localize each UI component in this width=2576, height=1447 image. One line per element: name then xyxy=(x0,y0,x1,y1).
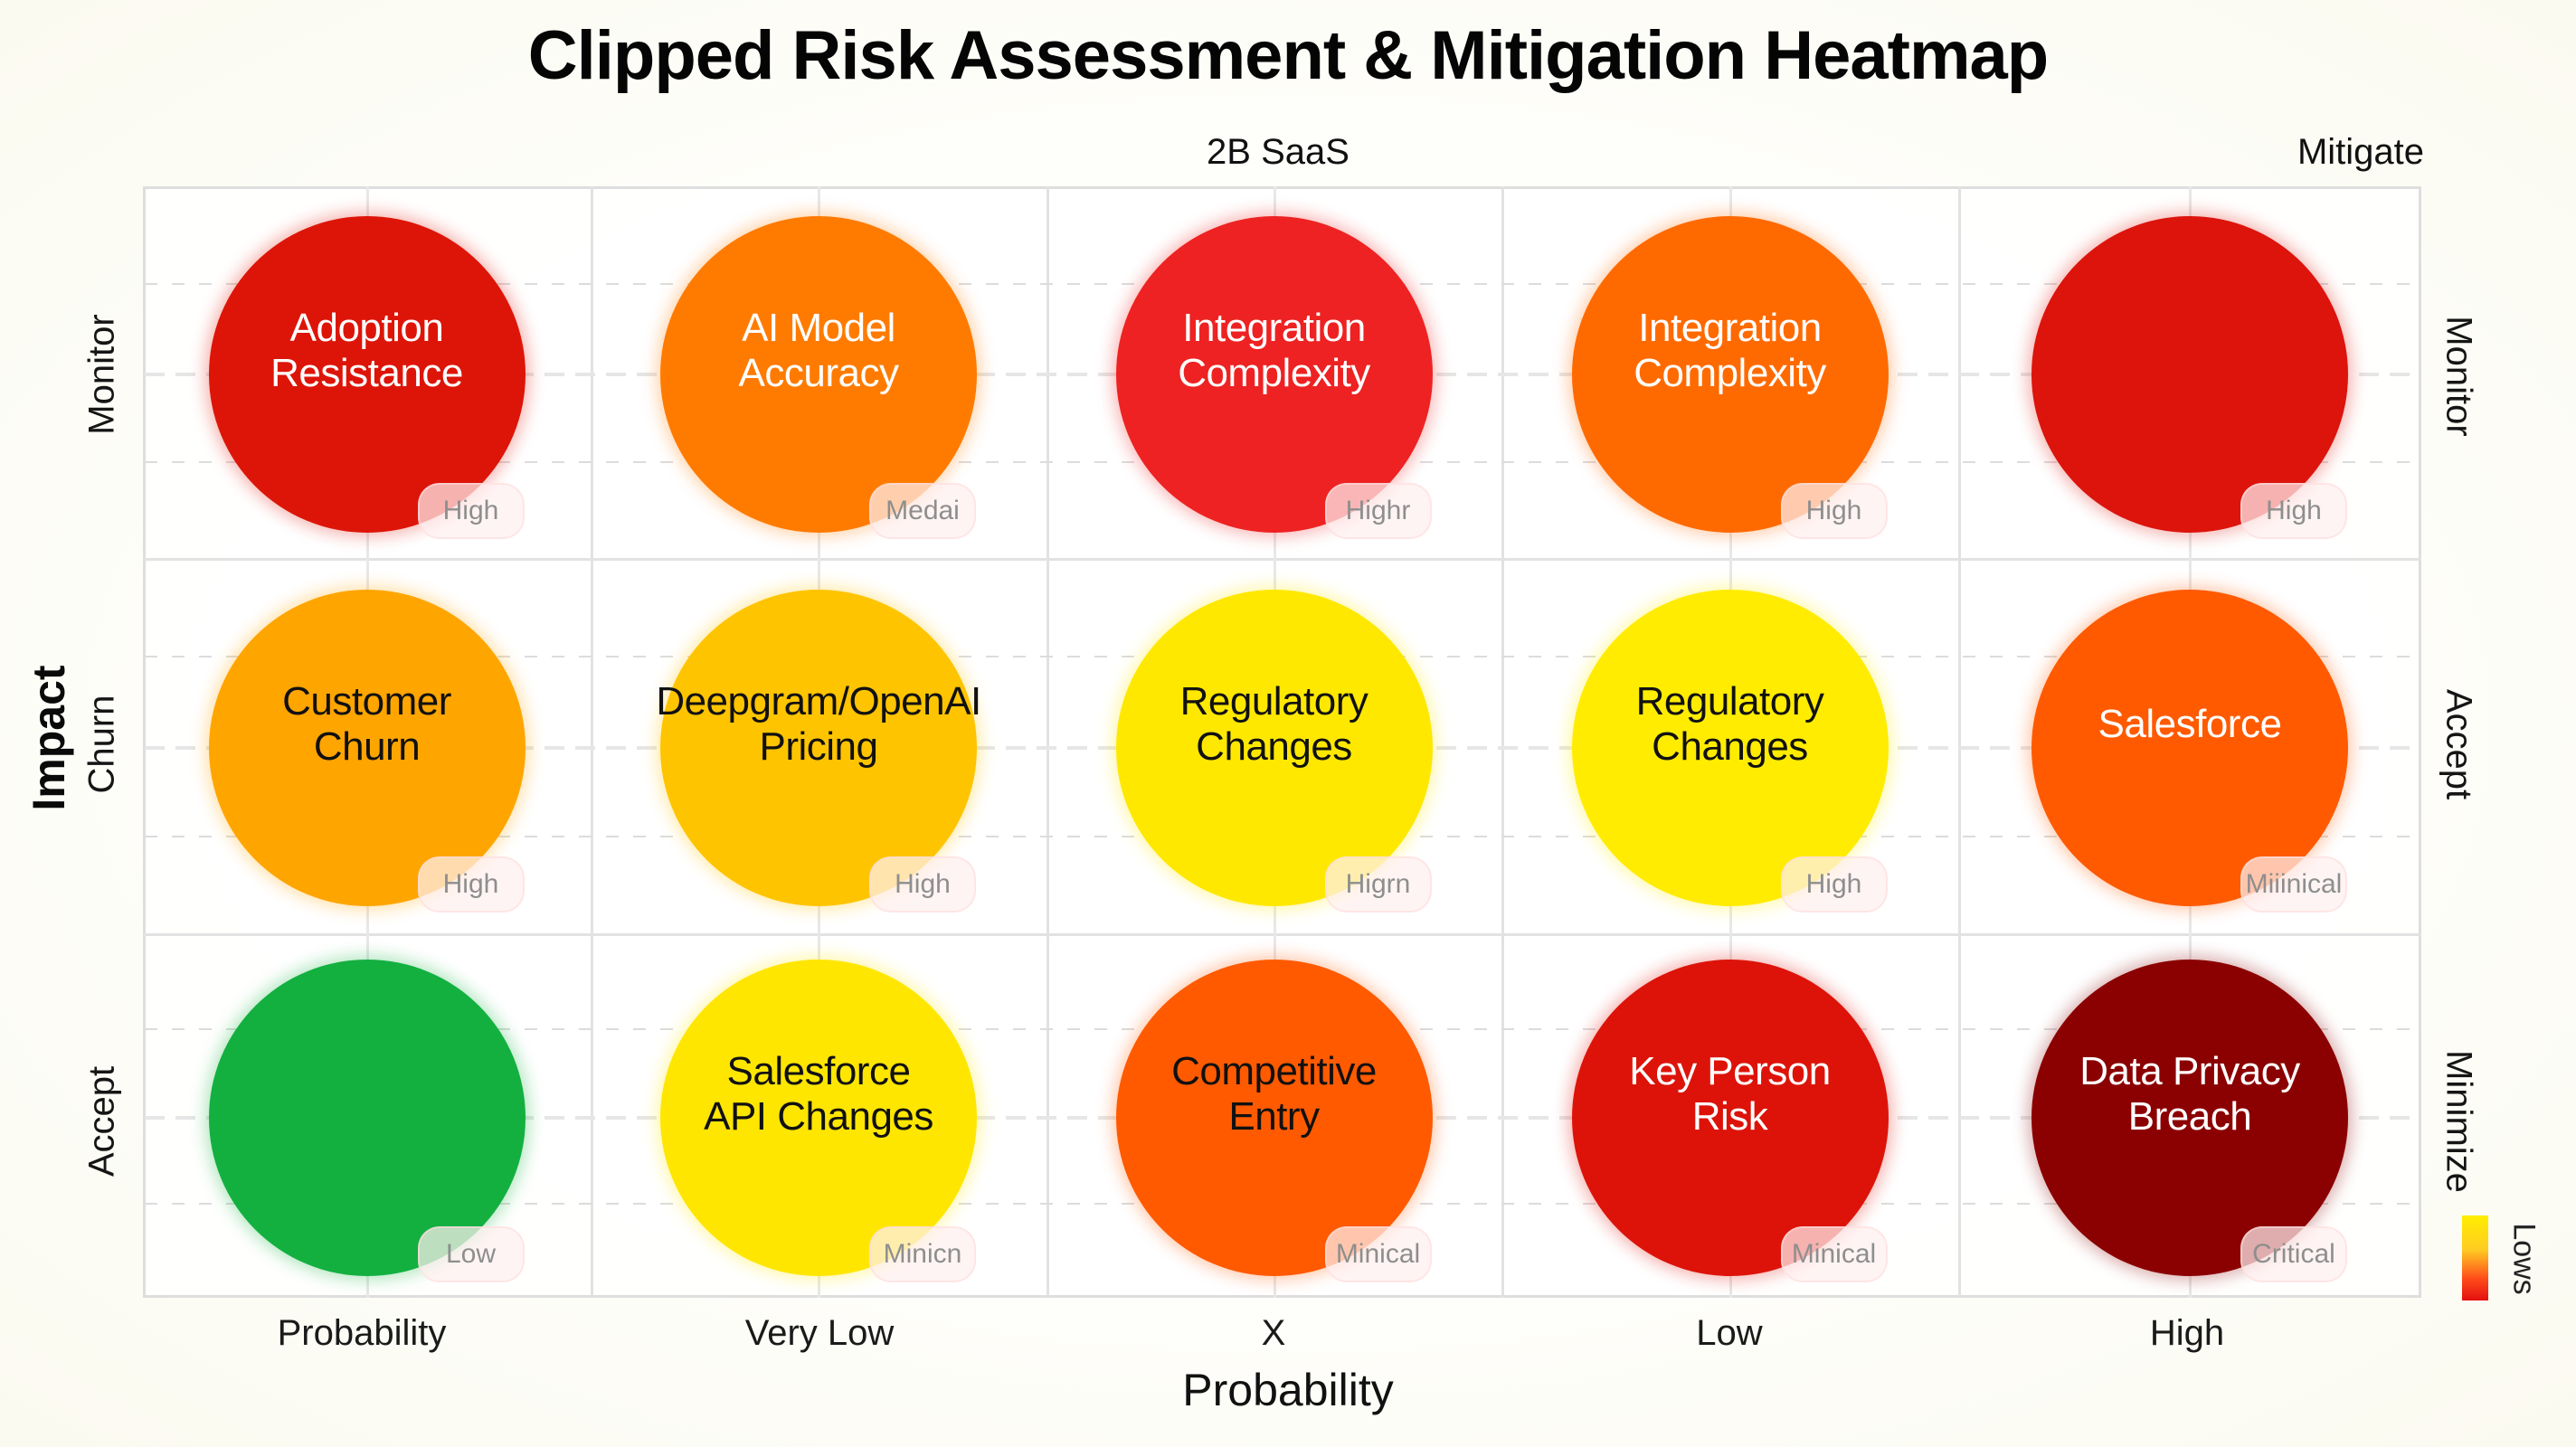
risk-label-line: AI Model xyxy=(742,305,895,350)
risk-label-line: Salesforce xyxy=(2098,701,2282,746)
severity-badge: High xyxy=(1780,856,1888,913)
row-label-left-accept: Accept xyxy=(81,1065,122,1177)
risk-label-line: Data Privacy xyxy=(2079,1048,2300,1093)
severity-badge: Miiinical xyxy=(2240,856,2347,913)
row-label-right-minimize: Minimize xyxy=(2439,1050,2479,1193)
top-label-mitigate: Mitigate xyxy=(2297,132,2425,172)
grid-divider-col xyxy=(1958,186,1961,1298)
risk-label: Salesforce xyxy=(2098,702,2282,794)
row-label-left-churn: Churn xyxy=(81,695,122,794)
severity-badge: Medai xyxy=(869,482,976,539)
grid-divider-col xyxy=(1046,186,1049,1298)
severity-badge: Higrn xyxy=(1324,856,1432,913)
risk-label-line: API Changes xyxy=(704,1093,933,1139)
risk-bubble[interactable]: Regulatory Changes xyxy=(1571,589,1889,906)
colorbar-legend xyxy=(2462,1215,2488,1300)
risk-label-line: Key Person xyxy=(1629,1048,1831,1093)
risk-label-line: Deepgram/OpenAI xyxy=(656,678,981,724)
y-axis-title: Impact xyxy=(24,665,74,811)
severity-badge: Low xyxy=(417,1225,525,1282)
risk-label-line: Changes xyxy=(1196,724,1352,769)
risk-label: Competitive Entry xyxy=(1171,1049,1377,1187)
severity-badge: Minicn xyxy=(869,1225,976,1282)
risk-label: Integration Complexity xyxy=(1178,306,1370,443)
risk-label-line: Competitive xyxy=(1171,1048,1377,1093)
grid-divider-col xyxy=(591,186,593,1298)
risk-label: Integration Complexity xyxy=(1634,306,1826,443)
risk-label-line: Entry xyxy=(1228,1093,1320,1139)
grid-divider-col xyxy=(1501,186,1504,1298)
risk-label-line: Salesforce xyxy=(726,1048,911,1093)
x-tick-x: X xyxy=(1261,1313,1286,1353)
row-label-right-monitor: Monitor xyxy=(2439,316,2479,437)
risk-bubble[interactable]: Deepgram/OpenAI Pricing xyxy=(656,589,981,906)
risk-label: Deepgram/OpenAI Pricing xyxy=(656,678,981,817)
risk-label-line: Changes xyxy=(1652,724,1808,769)
risk-bubble[interactable]: Competitive Entry xyxy=(1115,959,1433,1276)
risk-label-line: Regulatory xyxy=(1635,678,1824,724)
risk-label-line: Churn xyxy=(313,724,421,769)
risk-label: Adoption Resistance xyxy=(270,306,463,443)
risk-label-line: Breach xyxy=(2127,1093,2252,1139)
risk-label: AI Model Accuracy xyxy=(739,306,899,443)
colorbar-label: Lows xyxy=(2506,1223,2542,1295)
risk-label: Salesforce API Changes xyxy=(704,1049,933,1187)
row-label-left-monitor: Monitor xyxy=(81,314,122,435)
risk-label-line: Complexity xyxy=(1634,350,1826,395)
risk-bubble[interactable]: Regulatory Changes xyxy=(1115,589,1433,906)
risk-label-line: Integration xyxy=(1182,305,1366,350)
severity-badge: High xyxy=(869,856,976,913)
risk-label-line: Risk xyxy=(1691,1093,1768,1139)
x-tick-probability: Probability xyxy=(277,1313,447,1353)
x-axis-title: Probability xyxy=(1182,1365,1394,1415)
risk-label: Regulatory Changes xyxy=(1636,679,1824,817)
risk-label-line: Adoption xyxy=(289,305,444,350)
top-label-segment: 2B SaaS xyxy=(1207,132,1350,172)
risk-bubble[interactable]: Customer Churn xyxy=(208,589,526,906)
risk-label-line: Resistance xyxy=(270,350,463,395)
severity-badge: High xyxy=(1780,482,1888,539)
risk-label-line: Customer xyxy=(282,678,451,724)
x-tick-low: Low xyxy=(1696,1313,1763,1353)
severity-badge: High xyxy=(417,482,525,539)
risk-label-line: Accuracy xyxy=(738,350,899,395)
severity-badge: High xyxy=(2240,482,2347,539)
risk-label: Key Person Risk xyxy=(1629,1048,1831,1187)
risk-label-line: Integration xyxy=(1638,305,1822,350)
row-label-right-accept: Accept xyxy=(2439,688,2479,800)
risk-bubble[interactable]: Integration Complexity xyxy=(1115,215,1433,533)
grid-divider-row xyxy=(143,933,2421,936)
risk-bubble[interactable]: Key Person Risk xyxy=(1571,959,1889,1276)
grid-divider-row xyxy=(143,558,2421,561)
risk-bubble[interactable]: Salesforce API Changes xyxy=(660,959,977,1276)
risk-bubble[interactable] xyxy=(208,959,526,1276)
risk-label: Regulatory Changes xyxy=(1180,679,1368,817)
risk-label: Customer Churn xyxy=(282,679,451,817)
x-tick-high: High xyxy=(2149,1313,2225,1353)
risk-label: Data Privacy Breach xyxy=(2079,1048,2300,1187)
risk-label-line: Regulatory xyxy=(1179,678,1368,724)
risk-bubble[interactable]: Salesforce xyxy=(2031,589,2348,906)
risk-bubble[interactable]: Adoption Resistance xyxy=(208,215,526,533)
risk-bubble[interactable]: Integration Complexity xyxy=(1571,215,1889,533)
risk-bubble[interactable]: AI Model Accuracy xyxy=(660,215,977,533)
severity-badge: Minical xyxy=(1324,1225,1432,1282)
risk-bubble[interactable]: Data Privacy Breach xyxy=(2031,959,2348,1276)
severity-badge: Critical xyxy=(2240,1225,2347,1282)
x-tick-very-low: Very Low xyxy=(744,1313,895,1353)
severity-badge: Highr xyxy=(1324,482,1432,539)
severity-badge: High xyxy=(417,856,525,913)
risk-label-line: Pricing xyxy=(759,724,879,769)
risk-label-line: Complexity xyxy=(1178,350,1370,395)
chart-title: Clipped Risk Assessment & Mitigation Hea… xyxy=(527,17,2049,94)
risk-bubble[interactable] xyxy=(2031,215,2348,533)
severity-badge: Minical xyxy=(1780,1225,1888,1282)
